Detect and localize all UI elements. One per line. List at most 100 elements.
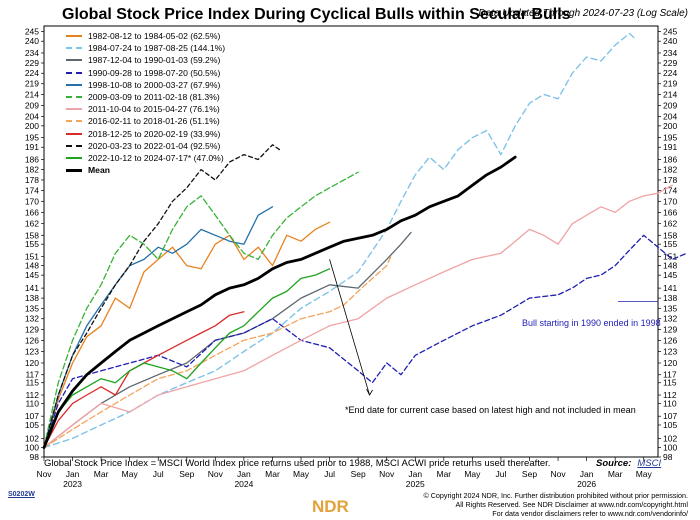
x-tick-label: Sep	[522, 469, 537, 479]
y-tick-label-left: 209	[25, 100, 39, 110]
y-tick-label-right: 182	[663, 165, 677, 175]
x-tick-label: Nov	[208, 469, 224, 479]
legend-label: 1998-10-08 to 2000-03-27 (67.9%)	[88, 79, 221, 90]
series-line-0	[43, 221, 331, 449]
x-tick-label: Mar	[94, 469, 109, 479]
annotation-end-arrow	[329, 259, 370, 396]
legend-label: 2018-12-25 to 2020-02-19 (33.9%)	[88, 128, 221, 139]
y-tick-label-right: 240	[663, 36, 677, 46]
legend-item: 1984-07-24 to 1987-08-25 (144.1%)	[66, 42, 225, 54]
annotation-1990-bull: Bull starting in 1990 ended in 1998	[522, 318, 661, 328]
chart-code: S0202W	[8, 491, 35, 498]
legend-label: 2009-03-09 to 2011-02-18 (81.3%)	[88, 91, 220, 102]
legend-label: 1982-08-12 to 1984-05-02 (62.5%)	[88, 31, 221, 41]
y-tick-label-right: 138	[663, 293, 677, 303]
x-tick-label: Nov	[36, 469, 52, 479]
x-tick-label: May	[122, 469, 139, 479]
legend-label: 2022-10-12 to 2024-07-17* (47.0%)	[88, 152, 224, 163]
y-tick-label-right: 245	[663, 27, 677, 37]
legend-item: 1987-12-04 to 1990-01-03 (59.2%)	[66, 54, 225, 66]
x-year-label: 2024	[234, 479, 253, 489]
legend-label: 2020-03-23 to 2022-01-04 (92.5%)	[88, 140, 221, 151]
x-tick-label: Jan	[408, 469, 422, 479]
y-tick-label-right: 151	[663, 251, 677, 261]
x-tick-label: Sep	[351, 469, 366, 479]
data-updated-note: Data Updated Through 2024-07-23 (Log Sca…	[478, 8, 688, 19]
legend-label: 2016-02-11 to 2018-01-26 (51.1%)	[88, 116, 220, 127]
x-year-label: 2023	[63, 479, 82, 489]
y-tick-label-left: 151	[25, 251, 39, 261]
y-tick-label-left: 200	[25, 121, 39, 131]
legend-item: 2009-03-09 to 2011-02-18 (81.3%)	[66, 91, 225, 103]
y-tick-label-right: 204	[663, 112, 677, 122]
y-tick-label-left: 234	[25, 48, 39, 58]
y-tick-label-left: 186	[25, 155, 39, 165]
x-tick-label: Mar	[436, 469, 451, 479]
y-tick-label-right: 129	[663, 324, 677, 334]
x-tick-label: Jul	[324, 469, 335, 479]
legend-item: 1998-10-08 to 2000-03-27 (67.9%)	[66, 79, 225, 91]
y-tick-label-left: 117	[25, 370, 39, 380]
y-tick-label-right: 132	[663, 314, 677, 324]
y-tick-label-left: 126	[25, 335, 39, 345]
y-tick-label-right: 100	[663, 443, 677, 453]
copyright-line-1: © Copyright 2024 NDR, Inc. Further distr…	[423, 491, 688, 500]
y-tick-label-left: 145	[25, 270, 39, 280]
y-tick-label-right: 105	[663, 420, 677, 430]
series-line-10	[43, 268, 331, 449]
y-tick-label-left: 105	[25, 420, 39, 430]
annotation-end-arrowhead	[366, 388, 373, 396]
legend-label: Mean	[88, 165, 110, 176]
y-tick-label-right: 166	[663, 207, 677, 217]
y-tick-label-right: 229	[663, 58, 677, 68]
y-tick-label-left: 214	[25, 89, 39, 99]
y-tick-label-left: 195	[25, 133, 39, 143]
series-line-1	[43, 32, 635, 449]
y-tick-label-right: 224	[663, 68, 677, 78]
y-tick-label-left: 123	[25, 347, 39, 357]
y-tick-label-left: 148	[25, 261, 39, 271]
y-tick-label-left: 132	[25, 314, 39, 324]
y-tick-label-left: 155	[25, 239, 39, 249]
y-tick-label-left: 138	[25, 293, 39, 303]
y-tick-label-left: 166	[25, 207, 39, 217]
y-tick-label-right: 145	[663, 270, 677, 280]
legend-label: 1987-12-04 to 1990-01-03 (59.2%)	[88, 55, 221, 66]
legend-swatch	[66, 59, 82, 62]
legend-swatch	[66, 156, 82, 159]
y-tick-label-right: 191	[663, 142, 677, 152]
y-tick-label-right: 174	[663, 186, 677, 196]
x-year-label: 2025	[406, 479, 425, 489]
y-tick-label-right: 170	[663, 196, 677, 206]
chart-title: Global Stock Price Index During Cyclical…	[62, 6, 571, 23]
legend-swatch	[66, 168, 82, 172]
x-tick-label: Sep	[179, 469, 194, 479]
y-tick-label-left: 224	[25, 68, 39, 78]
y-tick-label-right: 112	[663, 390, 677, 400]
y-tick-label-right: 148	[663, 261, 677, 271]
source-link[interactable]: MSCI	[637, 458, 662, 469]
y-tick-label-left: 100	[25, 443, 39, 453]
legend-swatch	[66, 144, 82, 147]
y-tick-label-left: 229	[25, 58, 39, 68]
series-line-7	[43, 255, 392, 449]
y-tick-label-right: 98	[663, 452, 673, 462]
series-line-4	[43, 206, 274, 449]
x-tick-label: Nov	[550, 469, 566, 479]
y-tick-label-left: 141	[25, 283, 39, 293]
x-tick-label: Jul	[495, 469, 506, 479]
y-tick-label-left: 219	[25, 79, 39, 89]
legend-item: Mean	[66, 164, 225, 176]
y-tick-label-right: 158	[663, 230, 677, 240]
y-tick-label-right: 234	[663, 48, 677, 58]
y-tick-label-right: 115	[663, 378, 677, 388]
legend-swatch	[66, 83, 82, 86]
y-tick-label-left: 162	[25, 219, 39, 229]
source-label: Source:	[596, 458, 632, 469]
y-tick-label-left: 245	[25, 27, 39, 37]
y-tick-label-right: 186	[663, 155, 677, 165]
legend-swatch	[66, 132, 82, 135]
x-tick-label: Nov	[379, 469, 395, 479]
legend-swatch	[66, 71, 82, 74]
